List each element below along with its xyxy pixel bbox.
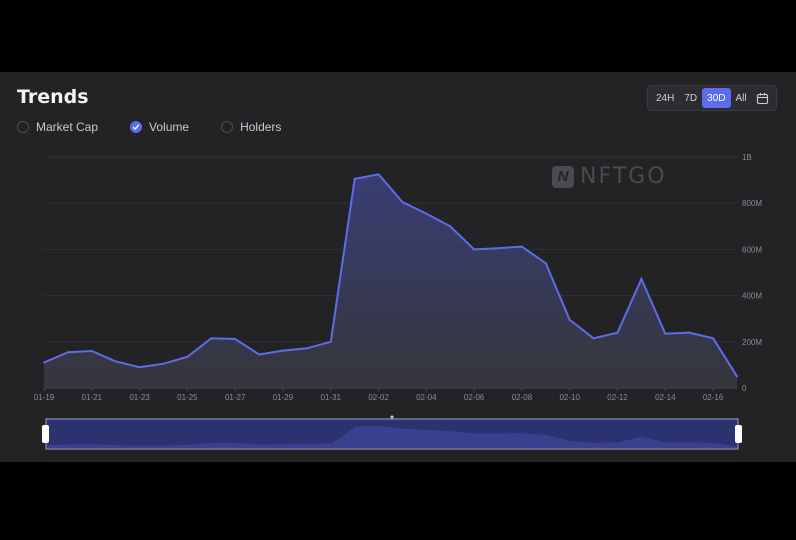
range-all-button[interactable]: All [735,92,747,104]
data-point[interactable] [520,245,523,248]
x-tick-label: 02-10 [559,393,580,402]
data-point[interactable] [736,375,738,378]
data-point[interactable] [401,201,404,204]
data-point[interactable] [712,337,715,340]
data-point[interactable] [138,366,141,369]
data-point[interactable] [43,361,45,364]
data-point[interactable] [114,360,117,363]
nftgo-logo-icon: N [552,165,574,188]
x-tick-label: 02-02 [368,393,389,402]
data-point[interactable] [473,248,476,251]
time-range-selector: 24H 7D 30D All [647,85,777,111]
legend-item-market-cap[interactable]: Market Cap [17,120,98,134]
x-tick-label: 02-04 [416,393,437,402]
watermark-text: NFTGO [580,164,667,189]
data-point[interactable] [234,338,237,341]
y-tick-label: 800M [742,199,762,208]
legend: Market Cap Volume Holders [17,120,313,134]
data-point[interactable] [162,362,165,365]
data-point[interactable] [568,318,571,321]
x-tick-label: 01-31 [321,393,342,402]
data-point[interactable] [90,350,93,353]
range-24h-button[interactable]: 24H [656,92,675,104]
legend-item-volume[interactable]: Volume [130,120,189,134]
calendar-icon[interactable] [756,92,769,105]
radio-unchecked-icon [17,121,29,133]
data-point[interactable] [66,351,69,354]
x-tick-label: 01-27 [225,393,246,402]
checkmark-icon [130,121,143,133]
data-point[interactable] [186,355,189,358]
data-point[interactable] [377,173,380,176]
x-tick-label: 02-14 [655,393,676,402]
legend-label: Volume [149,120,190,134]
x-tick-label: 01-25 [177,393,198,402]
data-point[interactable] [210,337,213,340]
data-point[interactable] [616,331,619,334]
data-point[interactable] [592,337,595,340]
navigator-left-handle[interactable] [42,425,49,443]
x-tick-label: 01-19 [34,393,55,402]
y-tick-label: 0 [742,384,747,393]
data-point[interactable] [664,332,667,335]
volume-area [44,174,737,388]
range-7d-button[interactable]: 7D [684,92,698,104]
y-tick-label: 400M [742,292,762,301]
data-point[interactable] [305,347,308,350]
trends-panel: Trends Market Cap Volume Holders 24H 7D … [0,72,796,462]
data-point[interactable] [281,349,284,352]
x-tick-label: 02-08 [512,393,533,402]
x-tick-label: 02-12 [607,393,628,402]
data-point[interactable] [640,277,643,280]
legend-item-holders[interactable]: Holders [221,120,281,134]
y-tick-label: 200M [742,338,762,347]
navigator-right-handle[interactable] [735,425,742,443]
legend-label: Holders [240,120,282,134]
data-point[interactable] [688,331,691,334]
data-point[interactable] [258,353,261,356]
data-point[interactable] [329,340,332,343]
navigator-area [47,425,737,448]
data-point[interactable] [497,247,500,250]
y-tick-label: 600M [742,245,762,254]
range-30d-button[interactable]: 30D [702,88,731,108]
data-point[interactable] [425,212,428,215]
navigator-center-grip[interactable] [390,415,394,419]
watermark: N NFTGO [552,164,667,189]
data-point[interactable] [544,262,547,265]
y-tick-label: 1B [742,153,752,162]
volume-line [43,173,738,377]
panel-title: Trends [17,86,89,108]
data-point[interactable] [353,177,356,180]
x-tick-label: 01-23 [129,393,150,402]
legend-label: Market Cap [36,120,99,134]
x-tick-label: 01-29 [273,393,294,402]
x-tick-label: 02-16 [703,393,724,402]
x-tick-label: 01-21 [82,393,103,402]
data-point[interactable] [449,225,452,228]
x-tick-label: 02-06 [464,393,485,402]
zoom-navigator[interactable] [42,415,742,450]
radio-unchecked-icon [221,121,234,133]
